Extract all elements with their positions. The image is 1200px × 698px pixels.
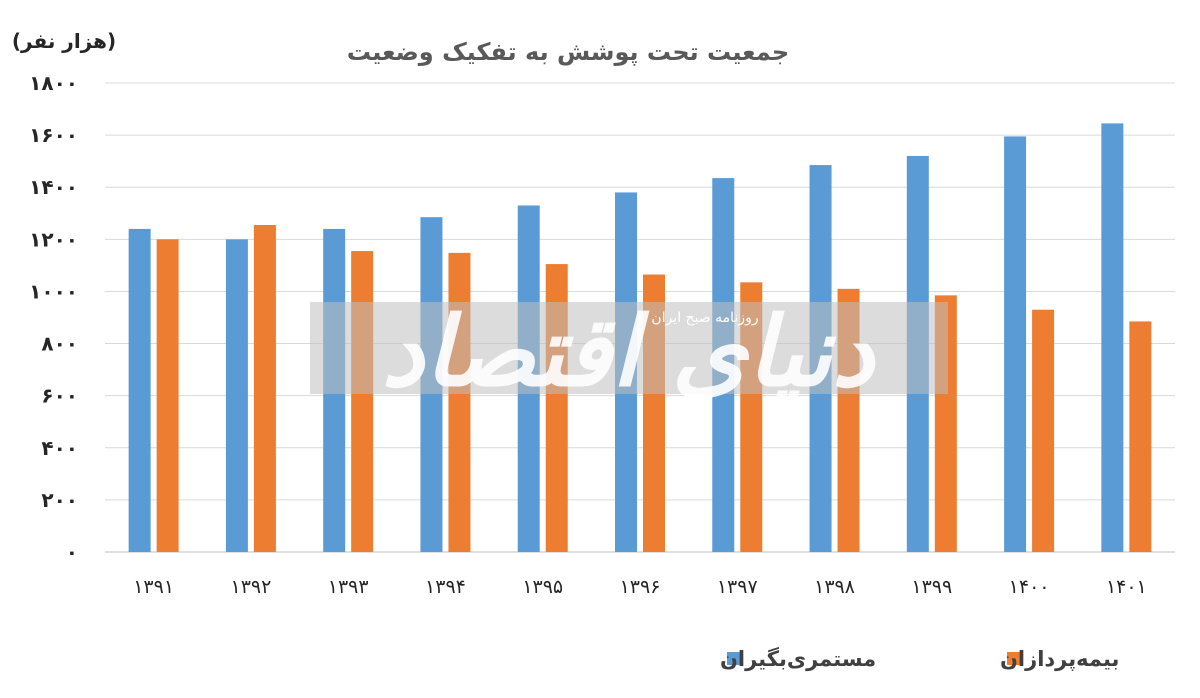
x-tick-label: ۱۳۹۳ (328, 576, 369, 598)
x-tick-label: ۱۳۹۲ (230, 576, 271, 598)
x-tick-label: ۱۳۹۹ (911, 576, 952, 598)
bar-pensioners (1004, 136, 1027, 553)
bar-contributors (351, 251, 374, 552)
x-tick-label: ۱۳۹۷ (717, 576, 758, 598)
y-axis-ticks: ۰ ۲۰۰ ۴۰۰ ۶۰۰ ۸۰۰ ۱۰۰۰ ۱۲۰۰ ۱۴۰۰ ۱۶۰۰ ۱۸۰۰ (29, 71, 78, 564)
watermark-subtext: روزنامه صبح ایران (651, 310, 758, 326)
bar-pensioners (1101, 123, 1124, 552)
bar-contributors (1129, 321, 1152, 552)
legend-swatch-contributors (1007, 652, 1020, 665)
x-axis-ticks: ۱۳۹۱ ۱۳۹۲ ۱۳۹۳ ۱۳۹۴ ۱۳۹۵ ۱۳۹۶ ۱۳۹۷ ۱۳۹۸ ۱۳۹۹ ۱۴۰۰… (133, 576, 1147, 598)
chart-title: جمعیت تحت پوشش به تفکیک وضعیت (347, 38, 789, 66)
watermark-band (310, 302, 948, 394)
x-tick-label: ۱۳۹۱ (133, 576, 174, 598)
watermark-text: دنیای اقتصاد (381, 296, 876, 408)
watermark: دنیای اقتصاد روزنامه صبح ایران (310, 296, 948, 408)
bar-pensioners (225, 239, 248, 553)
y-tick-label: ۸۰۰ (41, 332, 78, 356)
y-axis-unit-label: (هزار نفر) (12, 29, 116, 53)
bar-pensioners (128, 228, 151, 552)
legend-swatch-pensioners (727, 652, 740, 665)
y-tick-label: ۲۰۰ (41, 488, 78, 512)
y-tick-label: ۶۰۰ (41, 384, 78, 408)
legend-label-contributors: بیمه‌پردازان (1000, 647, 1119, 671)
x-tick-label: ۱۳۹۴ (425, 576, 466, 598)
x-tick-label: ۱۴۰۰ (1009, 576, 1050, 598)
bar-contributors (156, 239, 179, 553)
x-tick-label: ۱۳۹۶ (620, 576, 661, 598)
y-tick-label: ۰ (66, 540, 78, 564)
y-tick-label: ۱۴۰۰ (29, 175, 78, 199)
y-tick-label: ۴۰۰ (41, 436, 78, 460)
x-tick-label: ۱۳۹۵ (522, 576, 563, 598)
y-tick-label: ۱۸۰۰ (29, 71, 78, 95)
legend-label-pensioners: مستمری‌بگیران (720, 646, 876, 671)
y-tick-label: ۱۲۰۰ (29, 227, 78, 251)
bar-contributors (253, 225, 276, 552)
x-tick-label: ۱۳۹۸ (814, 576, 855, 598)
y-tick-label: ۱۰۰۰ (29, 279, 78, 303)
y-tick-label: ۱۶۰۰ (29, 123, 78, 147)
legend: مستمری‌بگیران بیمه‌پردازان (720, 646, 1119, 671)
x-tick-label: ۱۴۰۱ (1106, 576, 1147, 598)
bar-contributors (1032, 309, 1055, 552)
